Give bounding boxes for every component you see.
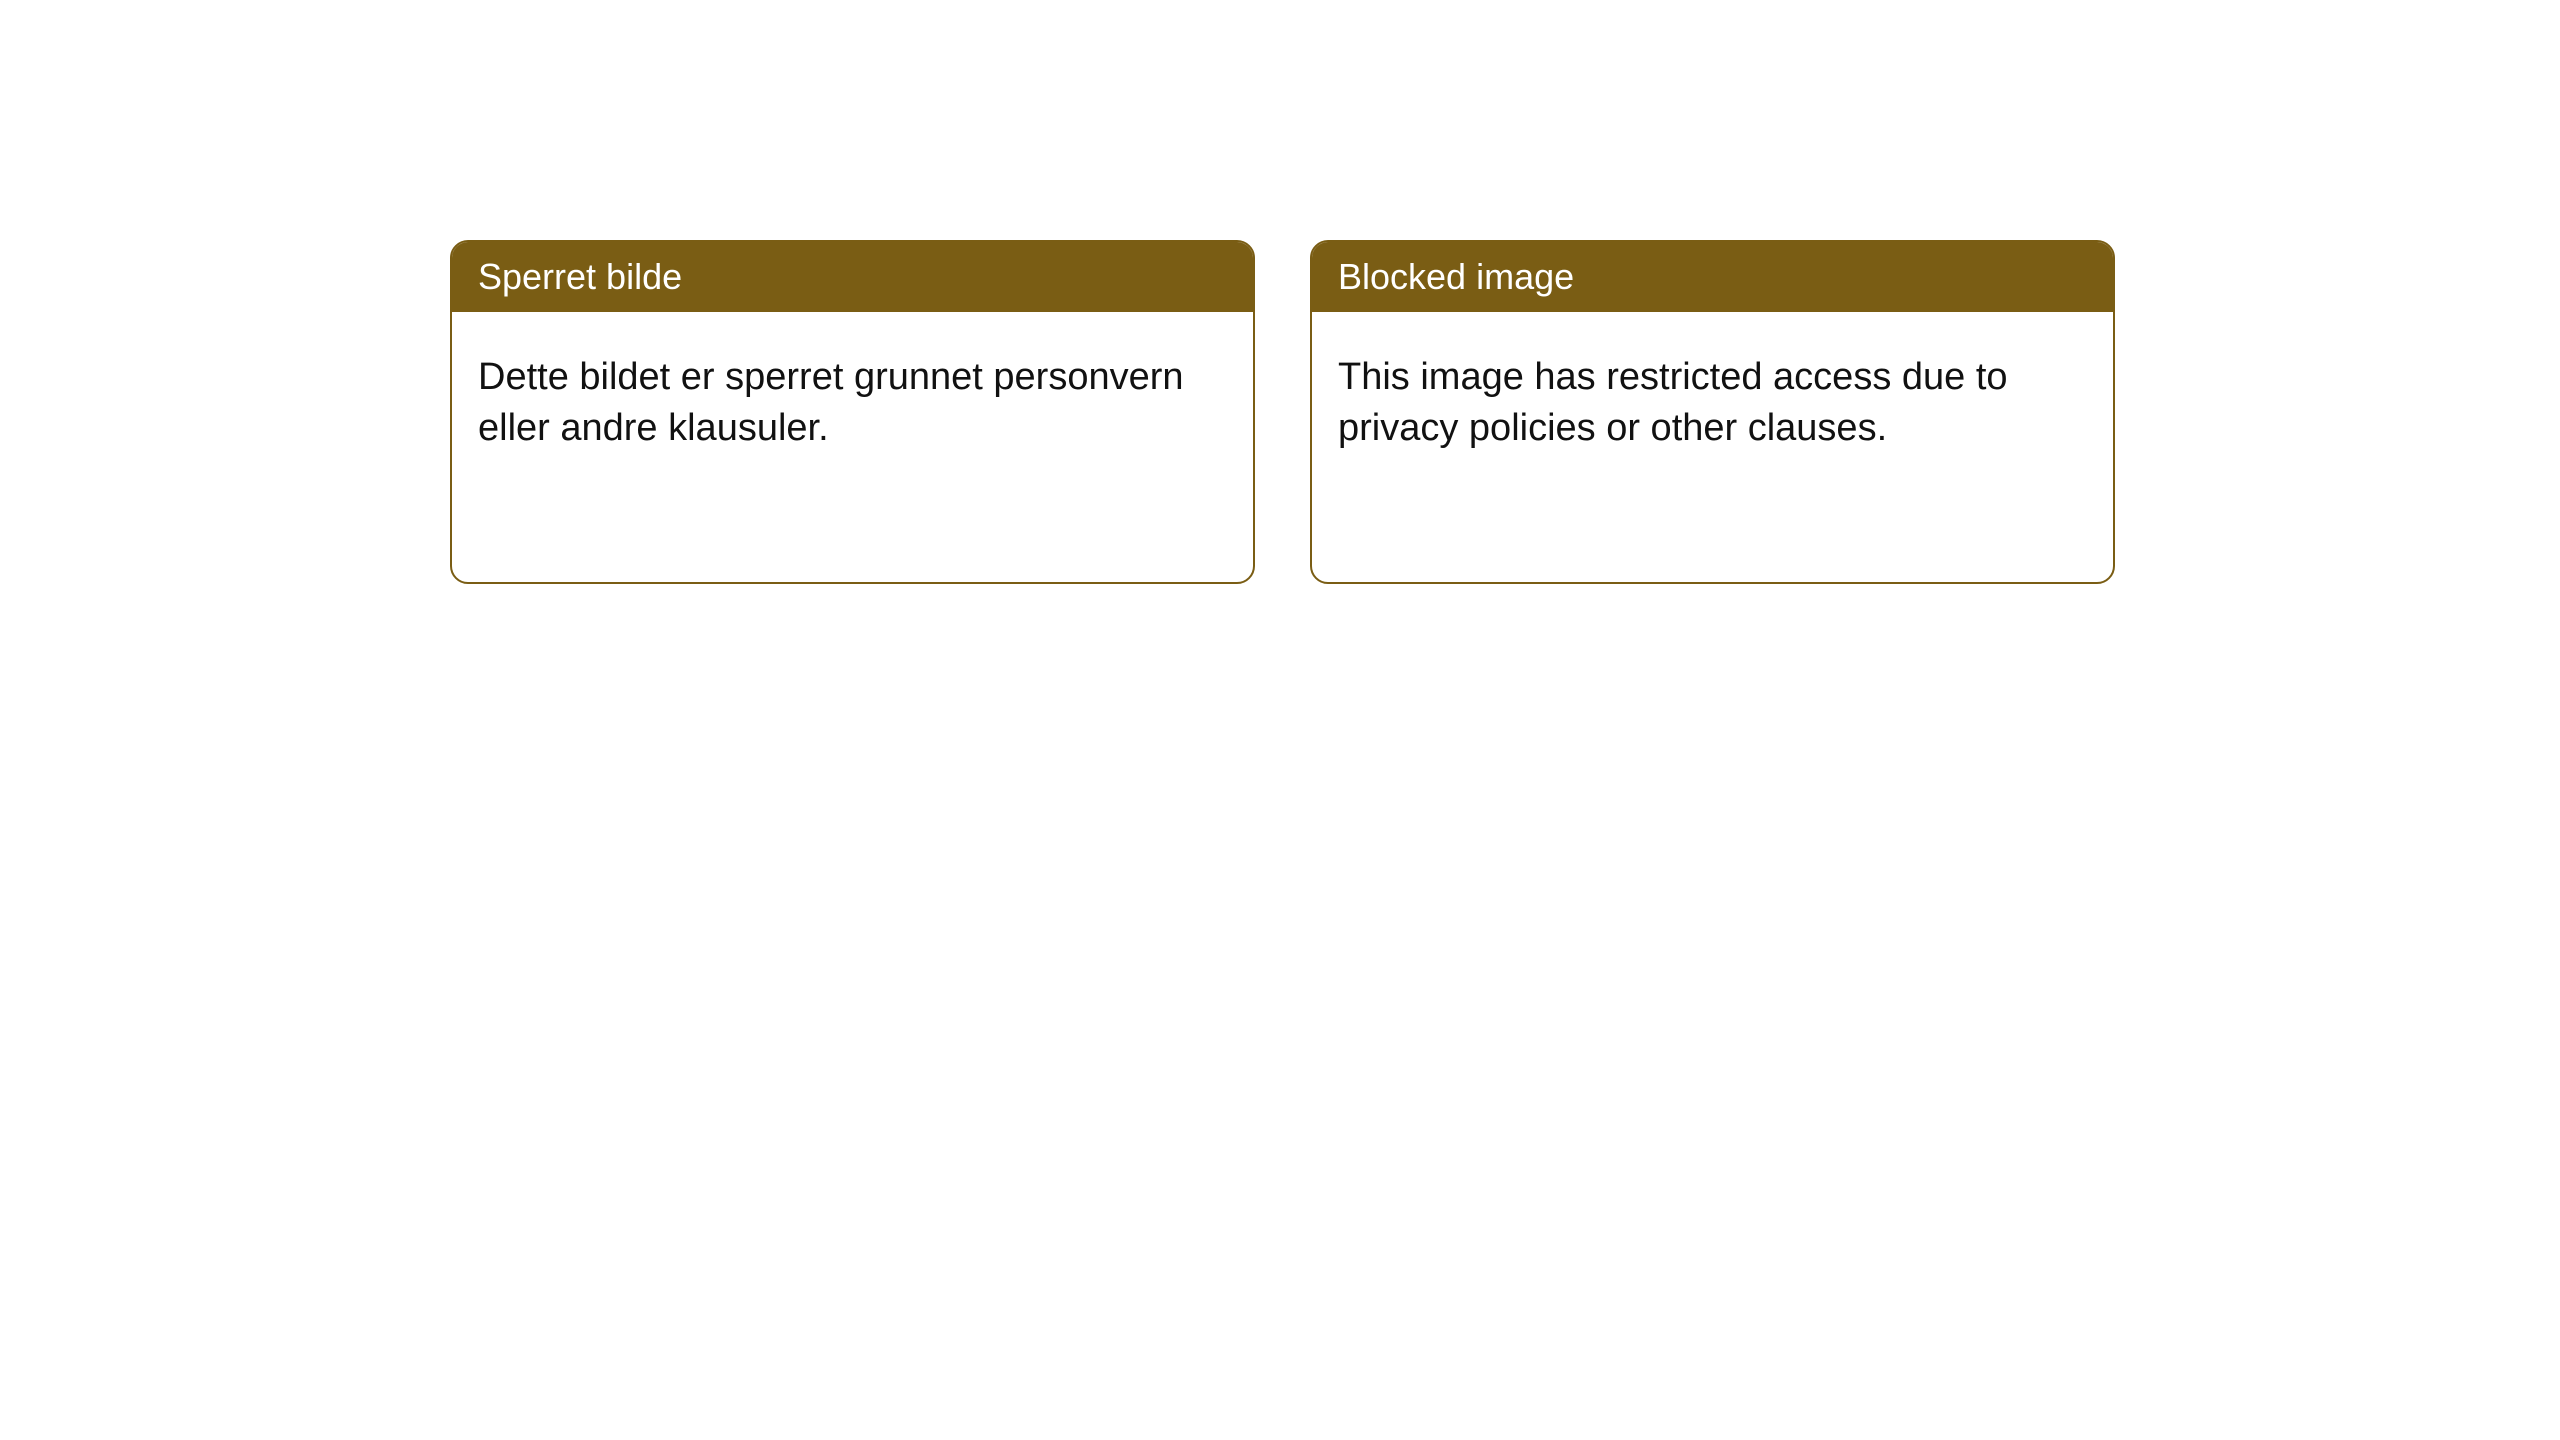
- card-title: Blocked image: [1312, 242, 2113, 312]
- notice-container: Sperret bilde Dette bildet er sperret gr…: [450, 240, 2560, 584]
- card-body: This image has restricted access due to …: [1312, 312, 2113, 582]
- card-body: Dette bildet er sperret grunnet personve…: [452, 312, 1253, 582]
- notice-card-english: Blocked image This image has restricted …: [1310, 240, 2115, 584]
- notice-card-norwegian: Sperret bilde Dette bildet er sperret gr…: [450, 240, 1255, 584]
- card-title: Sperret bilde: [452, 242, 1253, 312]
